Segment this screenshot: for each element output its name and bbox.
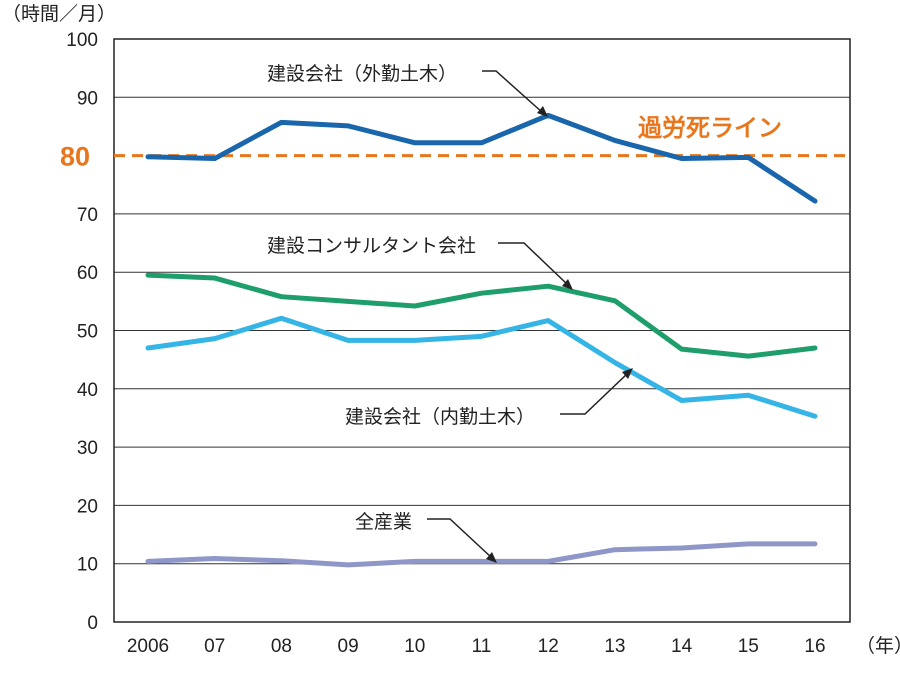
plot-frame (113, 38, 851, 623)
x-tick-label: 13 (604, 636, 625, 657)
series-line-3 (145, 541, 818, 568)
series-label-outdoor: 建設会社（外勤土木） (267, 63, 457, 85)
leader-outdoor (482, 70, 544, 114)
y-tick-label: 70 (77, 205, 98, 226)
series-line-1 (145, 272, 818, 359)
x-tick-label: 2006 (127, 636, 169, 657)
y-axis-ticks: 0 10 20 30 40 50 60 70 90 100 (66, 30, 98, 634)
x-tick-label: 09 (338, 636, 359, 657)
series-lines (145, 112, 818, 568)
y-tick-label: 40 (77, 380, 98, 401)
series-label-indoor: 建設会社（内勤土木） (345, 406, 535, 428)
y-tick-label: 60 (77, 263, 98, 284)
y-tick-label: 30 (77, 438, 98, 459)
y-tick-label: 20 (77, 496, 98, 517)
series-label-consultant: 建設コンサルタント会社 (267, 235, 476, 257)
x-tick-label: 07 (204, 636, 225, 657)
y-axis-unit: （時間／月） (2, 3, 116, 25)
series-label-all-industries: 全産業 (355, 511, 412, 533)
x-tick-label: 08 (271, 636, 292, 657)
leader-all-industries (427, 518, 493, 559)
series-line-0 (145, 112, 818, 204)
x-tick-label: 14 (671, 636, 693, 657)
x-tick-label: 12 (538, 636, 559, 657)
x-tick-label: 16 (804, 636, 825, 657)
series-line-2 (145, 315, 818, 419)
x-tick-label: 10 (404, 636, 425, 657)
y-tick-label: 50 (77, 322, 98, 343)
leader-consultant (498, 242, 569, 286)
leader-all-industries-arrow (486, 552, 497, 563)
leader-consultant-arrow (562, 279, 573, 290)
y-tick-label: 100 (66, 30, 98, 51)
x-tick-label: 15 (738, 636, 759, 657)
y-tick-label: 10 (77, 555, 98, 576)
y-tick-label: 0 (87, 613, 98, 634)
gridlines (114, 96, 850, 565)
x-axis-unit: （年） (856, 635, 900, 657)
reference-line-label: 過労死ライン (638, 114, 782, 142)
x-tick-label: 11 (472, 636, 492, 657)
reference-value-label: 80 (60, 142, 90, 172)
leader-indoor (560, 372, 629, 415)
leader-outdoor-arrow (537, 106, 548, 117)
x-axis-ticks: 2006 07 08 09 10 11 12 13 14 15 16 (127, 636, 826, 657)
leader-indoor-arrow (622, 368, 633, 379)
y-tick-label: 90 (77, 88, 98, 109)
